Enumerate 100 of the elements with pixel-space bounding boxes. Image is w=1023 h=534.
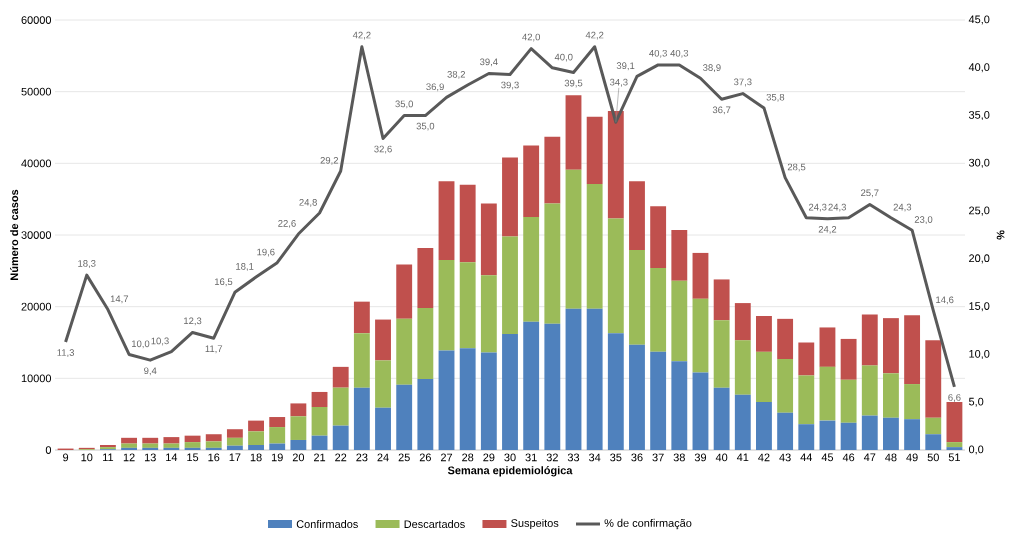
bar (226, 437, 243, 446)
bar (819, 366, 836, 421)
y-axis-title: Número de casos (10, 189, 19, 280)
bar (502, 157, 518, 237)
x-tick-label: 39 (694, 453, 707, 462)
bar (459, 262, 476, 349)
data-label: 28,5 (787, 163, 806, 172)
data-label: 6,6 (948, 394, 961, 402)
bar (607, 218, 624, 334)
bar (269, 427, 286, 444)
bar (586, 308, 603, 450)
bar (502, 333, 518, 450)
x-tick-label: 30 (504, 453, 516, 462)
x-tick-label: 23 (356, 453, 368, 462)
bar (629, 181, 645, 251)
bar (671, 280, 688, 362)
y-tick-label: 50000 (21, 87, 52, 96)
legend-label: Confirmados (296, 519, 358, 529)
bar (734, 394, 751, 450)
bar (840, 422, 857, 450)
bar (586, 184, 603, 309)
bar (163, 437, 180, 444)
bar (375, 407, 391, 450)
bar (121, 443, 138, 448)
bar (692, 298, 709, 373)
bar (861, 365, 878, 416)
x-tick-label: 21 (313, 453, 326, 462)
y2-tick-label: 45,0 (968, 15, 990, 25)
bar (565, 95, 582, 170)
data-label: 18,3 (78, 260, 96, 268)
bar (840, 379, 857, 423)
y-tick-label: 40000 (21, 159, 52, 168)
data-label: 39,5 (564, 79, 583, 88)
bar (840, 338, 857, 380)
bar (459, 184, 476, 263)
y2-tick-label: 35,0 (968, 111, 990, 121)
bar (502, 236, 518, 334)
bar (226, 445, 243, 450)
data-label: 42,2 (585, 31, 604, 40)
x-tick-label: 25 (398, 453, 410, 462)
bar (480, 352, 497, 450)
data-label: 29,2 (320, 156, 339, 165)
bar (946, 442, 963, 448)
data-label: 37,3 (733, 78, 752, 87)
x-tick-label: 44 (800, 453, 813, 462)
x-tick-label: 49 (906, 453, 918, 462)
data-label: 18,1 (236, 263, 254, 271)
bar (734, 303, 751, 341)
bar (946, 401, 963, 443)
x-tick-label: 42 (758, 453, 770, 462)
bar (798, 375, 815, 425)
x-tick-label: 12 (123, 453, 135, 462)
y2-tick-label: 10,0 (969, 349, 990, 359)
bar (819, 327, 836, 367)
data-label: 42,2 (352, 31, 371, 40)
bar (163, 443, 180, 448)
data-label: 24,3 (828, 203, 846, 212)
x-tick-label: 40 (715, 453, 728, 462)
x-tick-label: 50 (927, 453, 939, 462)
bar (248, 431, 264, 445)
x-tick-label: 46 (842, 453, 855, 462)
data-label: 9,4 (144, 367, 157, 376)
bar (777, 358, 794, 413)
data-label: 10,3 (151, 337, 169, 346)
x-tick-label: 37 (652, 453, 664, 462)
bar (121, 447, 138, 450)
bar (290, 403, 307, 417)
bar (883, 373, 899, 418)
bar (777, 412, 794, 450)
x-tick-label: 14 (166, 453, 178, 462)
bar (544, 203, 561, 324)
legend-label: Descartados (404, 519, 465, 529)
x-tick-label: 47 (863, 453, 876, 462)
bar (713, 279, 730, 321)
x-tick-label: 28 (462, 453, 474, 462)
x-tick-label: 43 (779, 453, 791, 462)
data-label: 14,7 (110, 295, 129, 304)
bar (629, 344, 645, 450)
bar (565, 308, 582, 450)
bar (121, 437, 138, 444)
bar (904, 315, 921, 385)
data-label: 14,6 (936, 296, 954, 305)
bar (396, 384, 413, 450)
bar (375, 360, 391, 408)
bar (438, 181, 455, 261)
bar (353, 301, 370, 334)
bar (883, 318, 899, 374)
x-tick-label: 15 (187, 453, 199, 462)
data-label: 24,3 (808, 203, 827, 212)
data-label: 32,6 (374, 145, 392, 154)
data-label: 39,4 (479, 58, 498, 67)
bar (756, 401, 772, 450)
bar (375, 319, 391, 361)
y2-tick-label: 0,0 (968, 445, 984, 455)
bar (925, 417, 942, 435)
data-label: 23,0 (914, 216, 933, 225)
x-tick-label: 18 (250, 453, 262, 462)
x-axis-title: Semana epidemiológica (447, 466, 573, 477)
bar (904, 419, 921, 450)
x-tick-label: 32 (546, 453, 558, 462)
